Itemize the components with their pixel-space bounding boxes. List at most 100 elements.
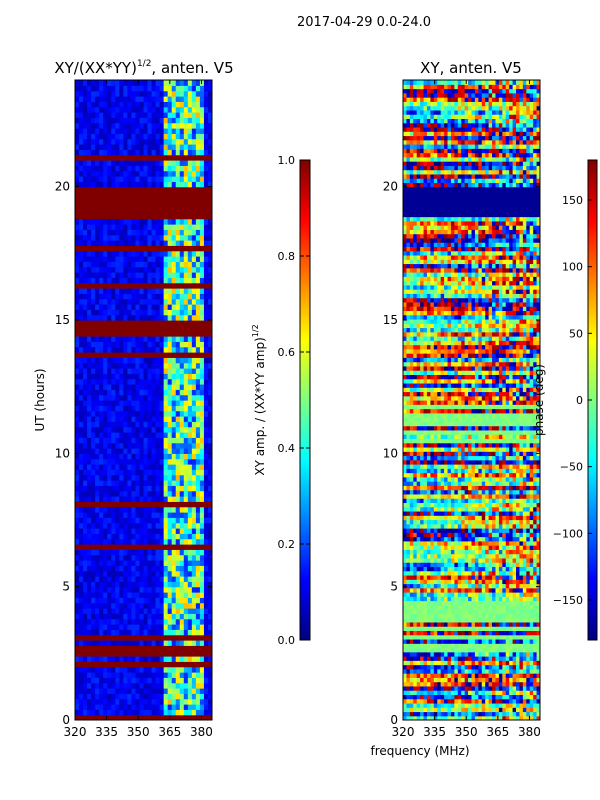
heat-cell <box>95 442 100 449</box>
heat-cell <box>119 170 124 177</box>
heat-cell <box>107 373 112 380</box>
heat-cell <box>75 528 80 534</box>
heat-cell <box>139 186 145 193</box>
heat-cell <box>433 698 438 704</box>
heat-cell <box>440 638 445 644</box>
heat-cell <box>191 624 197 630</box>
heat-cell <box>167 208 173 214</box>
heat-cell <box>522 690 527 695</box>
heat-cell <box>179 597 185 604</box>
heat-cell <box>207 384 212 390</box>
heat-cell <box>111 570 116 577</box>
heat-cell <box>403 643 408 649</box>
heat-cell <box>529 656 534 661</box>
heat-cell <box>87 410 92 417</box>
heat-cell <box>111 405 116 412</box>
heat-cell <box>75 421 80 428</box>
heat-cell <box>171 234 177 241</box>
heat-cell <box>207 570 212 577</box>
heat-cell <box>468 715 473 720</box>
heat-cell <box>167 304 173 310</box>
heat-cell <box>433 660 438 666</box>
heat-cell <box>139 714 145 720</box>
heat-cell <box>139 426 145 433</box>
heat-cell <box>163 501 169 508</box>
heat-cell <box>167 469 173 476</box>
left-colorbar-label: XY amp. / (XX*YY amp)1/2 <box>251 324 267 475</box>
heat-cell <box>420 685 425 691</box>
heat-cell <box>183 229 189 236</box>
heat-cell <box>91 101 96 108</box>
heat-cell <box>103 544 108 550</box>
heat-cell <box>127 197 133 204</box>
heat-cell <box>99 485 104 492</box>
heat-cell <box>139 176 145 182</box>
heat-cell <box>87 629 92 636</box>
heat-cell <box>87 474 92 481</box>
heat-cell <box>79 570 84 577</box>
heat-cell <box>95 410 100 417</box>
heat-cell <box>495 711 500 717</box>
heat-cell <box>505 685 510 691</box>
heat-cell <box>495 702 500 708</box>
heat-cell <box>191 197 197 204</box>
heat-cell <box>139 288 145 294</box>
heat-cell <box>87 586 92 593</box>
heat-cell <box>167 229 173 236</box>
heat-cell <box>509 660 514 666</box>
heat-cell <box>471 673 476 678</box>
heat-cell <box>111 298 116 305</box>
heat-cell <box>171 618 177 625</box>
heat-cell <box>111 170 116 177</box>
heat-cell <box>123 554 128 561</box>
heat-cell <box>203 554 209 561</box>
heat-cell <box>75 378 80 385</box>
heat-cell <box>403 711 408 717</box>
heat-cell <box>199 170 205 177</box>
heat-cell <box>99 197 104 204</box>
heat-cell <box>91 560 96 566</box>
heat-cell <box>95 693 100 700</box>
heat-cell <box>79 656 84 662</box>
heat-cell <box>199 298 205 305</box>
heat-cell <box>147 336 153 342</box>
heat-cell <box>195 272 201 278</box>
heat-cell <box>199 144 205 150</box>
heat-cell <box>75 128 80 134</box>
heat-cell <box>123 613 128 620</box>
heat-cell <box>505 673 510 678</box>
heat-cell <box>115 330 120 337</box>
heat-cell <box>87 304 92 310</box>
heat-cell <box>99 304 104 310</box>
heat-cell <box>151 240 157 246</box>
heat-cell <box>87 224 92 230</box>
heat-cell <box>115 256 120 262</box>
heat-cell <box>195 437 201 444</box>
heat-cell <box>195 677 201 684</box>
heat-cell <box>526 668 531 674</box>
heat-cell <box>207 160 212 166</box>
heat-cell <box>103 293 108 300</box>
heat-cell <box>111 346 116 353</box>
heat-cell <box>163 272 169 278</box>
heat-cell <box>163 240 169 246</box>
heat-cell <box>471 656 476 661</box>
heat-cell <box>99 122 104 129</box>
heat-cell <box>175 640 181 646</box>
heat-cell <box>533 702 538 708</box>
heat-cell <box>175 149 181 156</box>
heat-cell <box>143 80 149 86</box>
heat-cell <box>99 517 104 524</box>
heat-cell <box>488 660 493 666</box>
heat-cell <box>183 688 189 694</box>
heat-cell <box>123 624 128 630</box>
heat-cell <box>175 234 181 241</box>
heat-cell <box>519 660 524 666</box>
heat-cell <box>79 256 84 262</box>
heat-cell <box>119 410 124 417</box>
heat-cell <box>183 234 189 241</box>
heat-cell <box>533 668 538 674</box>
heat-cell <box>163 373 169 380</box>
heat-cell <box>83 618 88 625</box>
heat-cell <box>75 256 80 262</box>
